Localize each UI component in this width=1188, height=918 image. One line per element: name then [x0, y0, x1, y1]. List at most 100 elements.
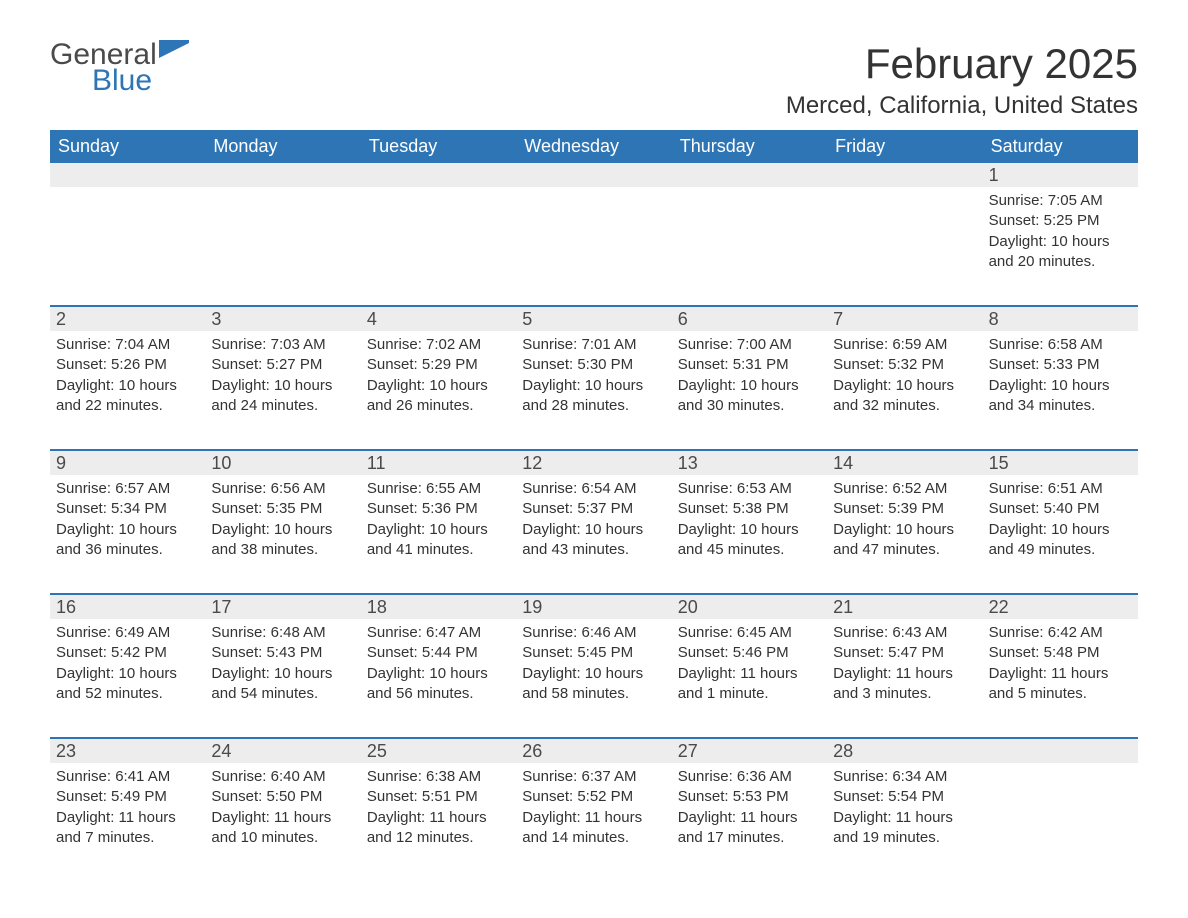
daynum-cell: 5 — [516, 307, 671, 332]
daylight-text: Daylight: 10 hours and 49 minutes. — [989, 520, 1132, 561]
calendar-week: 2345678Sunrise: 7:04 AMSunset: 5:26 PMDa… — [50, 305, 1138, 431]
daynum-cell: 4 — [361, 307, 516, 332]
daynum-cell: 24 — [205, 739, 360, 764]
sunrise-text: Sunrise: 6:42 AM — [989, 623, 1132, 643]
daynum-cell: 3 — [205, 307, 360, 332]
sunrise-text: Sunrise: 6:52 AM — [833, 479, 976, 499]
title-block: February 2025 Merced, California, United… — [786, 40, 1138, 130]
day-cell — [361, 187, 516, 287]
daynum-cell: 11 — [361, 451, 516, 476]
weekday-header: Sunday — [50, 130, 205, 163]
sunset-text: Sunset: 5:27 PM — [211, 355, 354, 375]
sunset-text: Sunset: 5:53 PM — [678, 787, 821, 807]
day-number: 18 — [361, 595, 393, 620]
daylight-text: Daylight: 11 hours and 14 minutes. — [522, 808, 665, 849]
calendar-week: 1Sunrise: 7:05 AMSunset: 5:25 PMDaylight… — [50, 163, 1138, 287]
sunrise-text: Sunrise: 6:48 AM — [211, 623, 354, 643]
day-cell: Sunrise: 6:41 AMSunset: 5:49 PMDaylight:… — [50, 763, 205, 863]
weekday-header: Thursday — [672, 130, 827, 163]
day-number: 10 — [205, 451, 237, 476]
sunrise-text: Sunrise: 7:03 AM — [211, 335, 354, 355]
daynum-cell: 12 — [516, 451, 671, 476]
daylight-text: Daylight: 11 hours and 19 minutes. — [833, 808, 976, 849]
day-number: 11 — [361, 451, 392, 476]
daynum-cell: 22 — [983, 595, 1138, 620]
daynum-row: 232425262728 — [50, 739, 1138, 763]
day-number: 24 — [205, 739, 237, 764]
weeks-container: 1Sunrise: 7:05 AMSunset: 5:25 PMDaylight… — [50, 163, 1138, 863]
day-number: 5 — [516, 307, 538, 332]
daylight-text: Daylight: 10 hours and 58 minutes. — [522, 664, 665, 705]
day-cell — [50, 187, 205, 287]
daynum-cell: 16 — [50, 595, 205, 620]
day-cell: Sunrise: 6:55 AMSunset: 5:36 PMDaylight:… — [361, 475, 516, 575]
calendar: Sunday Monday Tuesday Wednesday Thursday… — [50, 130, 1138, 863]
daynum-cell: 27 — [672, 739, 827, 764]
daynum-cell: 25 — [361, 739, 516, 764]
sunrise-text: Sunrise: 6:51 AM — [989, 479, 1132, 499]
sunrise-text: Sunrise: 7:05 AM — [989, 191, 1132, 211]
sunset-text: Sunset: 5:38 PM — [678, 499, 821, 519]
day-cell: Sunrise: 6:42 AMSunset: 5:48 PMDaylight:… — [983, 619, 1138, 719]
day-cell: Sunrise: 6:36 AMSunset: 5:53 PMDaylight:… — [672, 763, 827, 863]
day-cell: Sunrise: 6:57 AMSunset: 5:34 PMDaylight:… — [50, 475, 205, 575]
day-body-row: Sunrise: 7:04 AMSunset: 5:26 PMDaylight:… — [50, 331, 1138, 431]
day-cell: Sunrise: 6:34 AMSunset: 5:54 PMDaylight:… — [827, 763, 982, 863]
day-cell: Sunrise: 7:02 AMSunset: 5:29 PMDaylight:… — [361, 331, 516, 431]
sunrise-text: Sunrise: 6:57 AM — [56, 479, 199, 499]
sunset-text: Sunset: 5:45 PM — [522, 643, 665, 663]
daylight-text: Daylight: 10 hours and 47 minutes. — [833, 520, 976, 561]
day-cell: Sunrise: 7:00 AMSunset: 5:31 PMDaylight:… — [672, 331, 827, 431]
sunrise-text: Sunrise: 6:49 AM — [56, 623, 199, 643]
daynum-cell: 14 — [827, 451, 982, 476]
daylight-text: Daylight: 10 hours and 34 minutes. — [989, 376, 1132, 417]
day-number: 7 — [827, 307, 849, 332]
sunrise-text: Sunrise: 6:55 AM — [367, 479, 510, 499]
daynum-cell — [827, 163, 982, 188]
day-number: 1 — [983, 163, 1005, 188]
daylight-text: Daylight: 10 hours and 26 minutes. — [367, 376, 510, 417]
daynum-cell — [516, 163, 671, 188]
daynum-cell — [205, 163, 360, 188]
daynum-cell: 8 — [983, 307, 1138, 332]
daynum-cell: 26 — [516, 739, 671, 764]
day-cell: Sunrise: 6:49 AMSunset: 5:42 PMDaylight:… — [50, 619, 205, 719]
day-cell: Sunrise: 6:45 AMSunset: 5:46 PMDaylight:… — [672, 619, 827, 719]
daylight-text: Daylight: 11 hours and 17 minutes. — [678, 808, 821, 849]
logo-blue-text: Blue — [92, 66, 189, 96]
weekday-header: Friday — [827, 130, 982, 163]
day-body-row: Sunrise: 7:05 AMSunset: 5:25 PMDaylight:… — [50, 187, 1138, 287]
sunset-text: Sunset: 5:54 PM — [833, 787, 976, 807]
day-number: 17 — [205, 595, 237, 620]
sunset-text: Sunset: 5:30 PM — [522, 355, 665, 375]
day-number: 3 — [205, 307, 227, 332]
day-cell: Sunrise: 6:38 AMSunset: 5:51 PMDaylight:… — [361, 763, 516, 863]
daynum-cell: 13 — [672, 451, 827, 476]
day-cell — [983, 763, 1138, 863]
daynum-cell: 23 — [50, 739, 205, 764]
daynum-cell: 19 — [516, 595, 671, 620]
day-number: 8 — [983, 307, 1005, 332]
day-cell: Sunrise: 7:01 AMSunset: 5:30 PMDaylight:… — [516, 331, 671, 431]
sunrise-text: Sunrise: 6:58 AM — [989, 335, 1132, 355]
sunrise-text: Sunrise: 7:02 AM — [367, 335, 510, 355]
daynum-cell — [361, 163, 516, 188]
sunset-text: Sunset: 5:47 PM — [833, 643, 976, 663]
daylight-text: Daylight: 11 hours and 12 minutes. — [367, 808, 510, 849]
day-number: 25 — [361, 739, 393, 764]
daynum-cell: 20 — [672, 595, 827, 620]
daynum-cell: 10 — [205, 451, 360, 476]
daynum-cell: 6 — [672, 307, 827, 332]
daylight-text: Daylight: 10 hours and 38 minutes. — [211, 520, 354, 561]
day-number: 23 — [50, 739, 82, 764]
sunrise-text: Sunrise: 6:54 AM — [522, 479, 665, 499]
daylight-text: Daylight: 10 hours and 43 minutes. — [522, 520, 665, 561]
day-cell: Sunrise: 6:46 AMSunset: 5:45 PMDaylight:… — [516, 619, 671, 719]
daynum-cell: 17 — [205, 595, 360, 620]
day-cell — [205, 187, 360, 287]
sunset-text: Sunset: 5:32 PM — [833, 355, 976, 375]
daylight-text: Daylight: 10 hours and 52 minutes. — [56, 664, 199, 705]
weekday-header: Tuesday — [361, 130, 516, 163]
daynum-cell: 9 — [50, 451, 205, 476]
daylight-text: Daylight: 10 hours and 20 minutes. — [989, 232, 1132, 273]
